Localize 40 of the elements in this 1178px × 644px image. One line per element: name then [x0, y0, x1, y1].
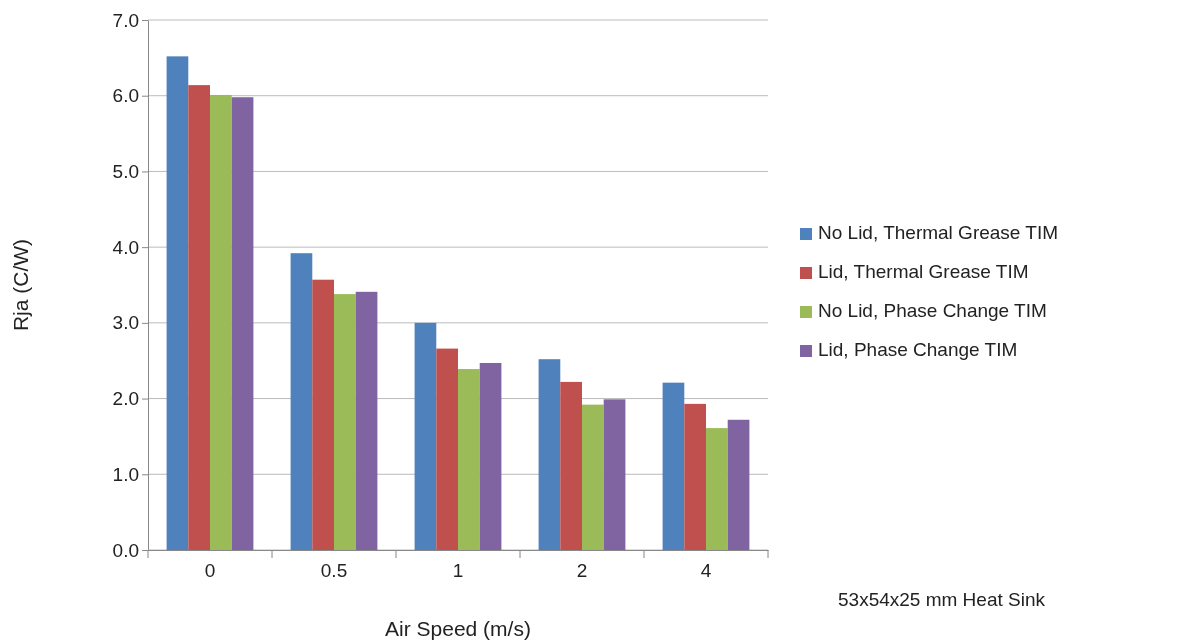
x-tick-label: 4 [700, 560, 712, 582]
bar [458, 369, 480, 550]
y-tick-label: 0.0 [112, 539, 139, 561]
x-tick-label: 2 [576, 560, 588, 582]
bar [188, 85, 210, 550]
y-axis-title: Rja (C/W) [9, 238, 32, 332]
text: 53x54x25 mm Heat Sink [838, 589, 1046, 610]
bar [582, 404, 604, 550]
x-tick-label: 0 [204, 560, 216, 582]
bar [231, 97, 254, 550]
bar [479, 362, 502, 550]
legend-label: Lid, Thermal Grease TIM [818, 261, 1029, 282]
bar [538, 359, 561, 550]
bar [312, 279, 334, 550]
y-tick-label: 7.0 [112, 9, 139, 31]
legend-label: No Lid, Phase Change TIM [818, 300, 1047, 321]
x-axis-title: Air Speed (m/s) [385, 617, 531, 640]
y-tick-label: 6.0 [112, 85, 139, 107]
bar [436, 348, 458, 550]
x-tick-label: 0.5 [320, 560, 348, 582]
bar [684, 403, 706, 550]
bar [414, 322, 437, 550]
y-tick-label: 5.0 [112, 161, 139, 183]
bar [334, 294, 356, 550]
bar [290, 253, 313, 550]
y-tick-label: 3.0 [112, 312, 139, 334]
bar [662, 382, 685, 550]
bar [706, 428, 728, 550]
bar [560, 381, 582, 550]
legend-label: Lid, Phase Change TIM [818, 339, 1018, 360]
legend-label: No Lid, Thermal Grease TIM [818, 222, 1059, 243]
bar [210, 94, 232, 550]
y-tick-label: 2.0 [112, 388, 139, 410]
bar [355, 291, 378, 550]
y-tick-label: 1.0 [112, 463, 139, 485]
bar [727, 419, 750, 550]
x-tick-label: 1 [452, 560, 464, 582]
bar [166, 56, 189, 550]
y-tick-label: 4.0 [112, 236, 139, 258]
bar [603, 399, 626, 550]
